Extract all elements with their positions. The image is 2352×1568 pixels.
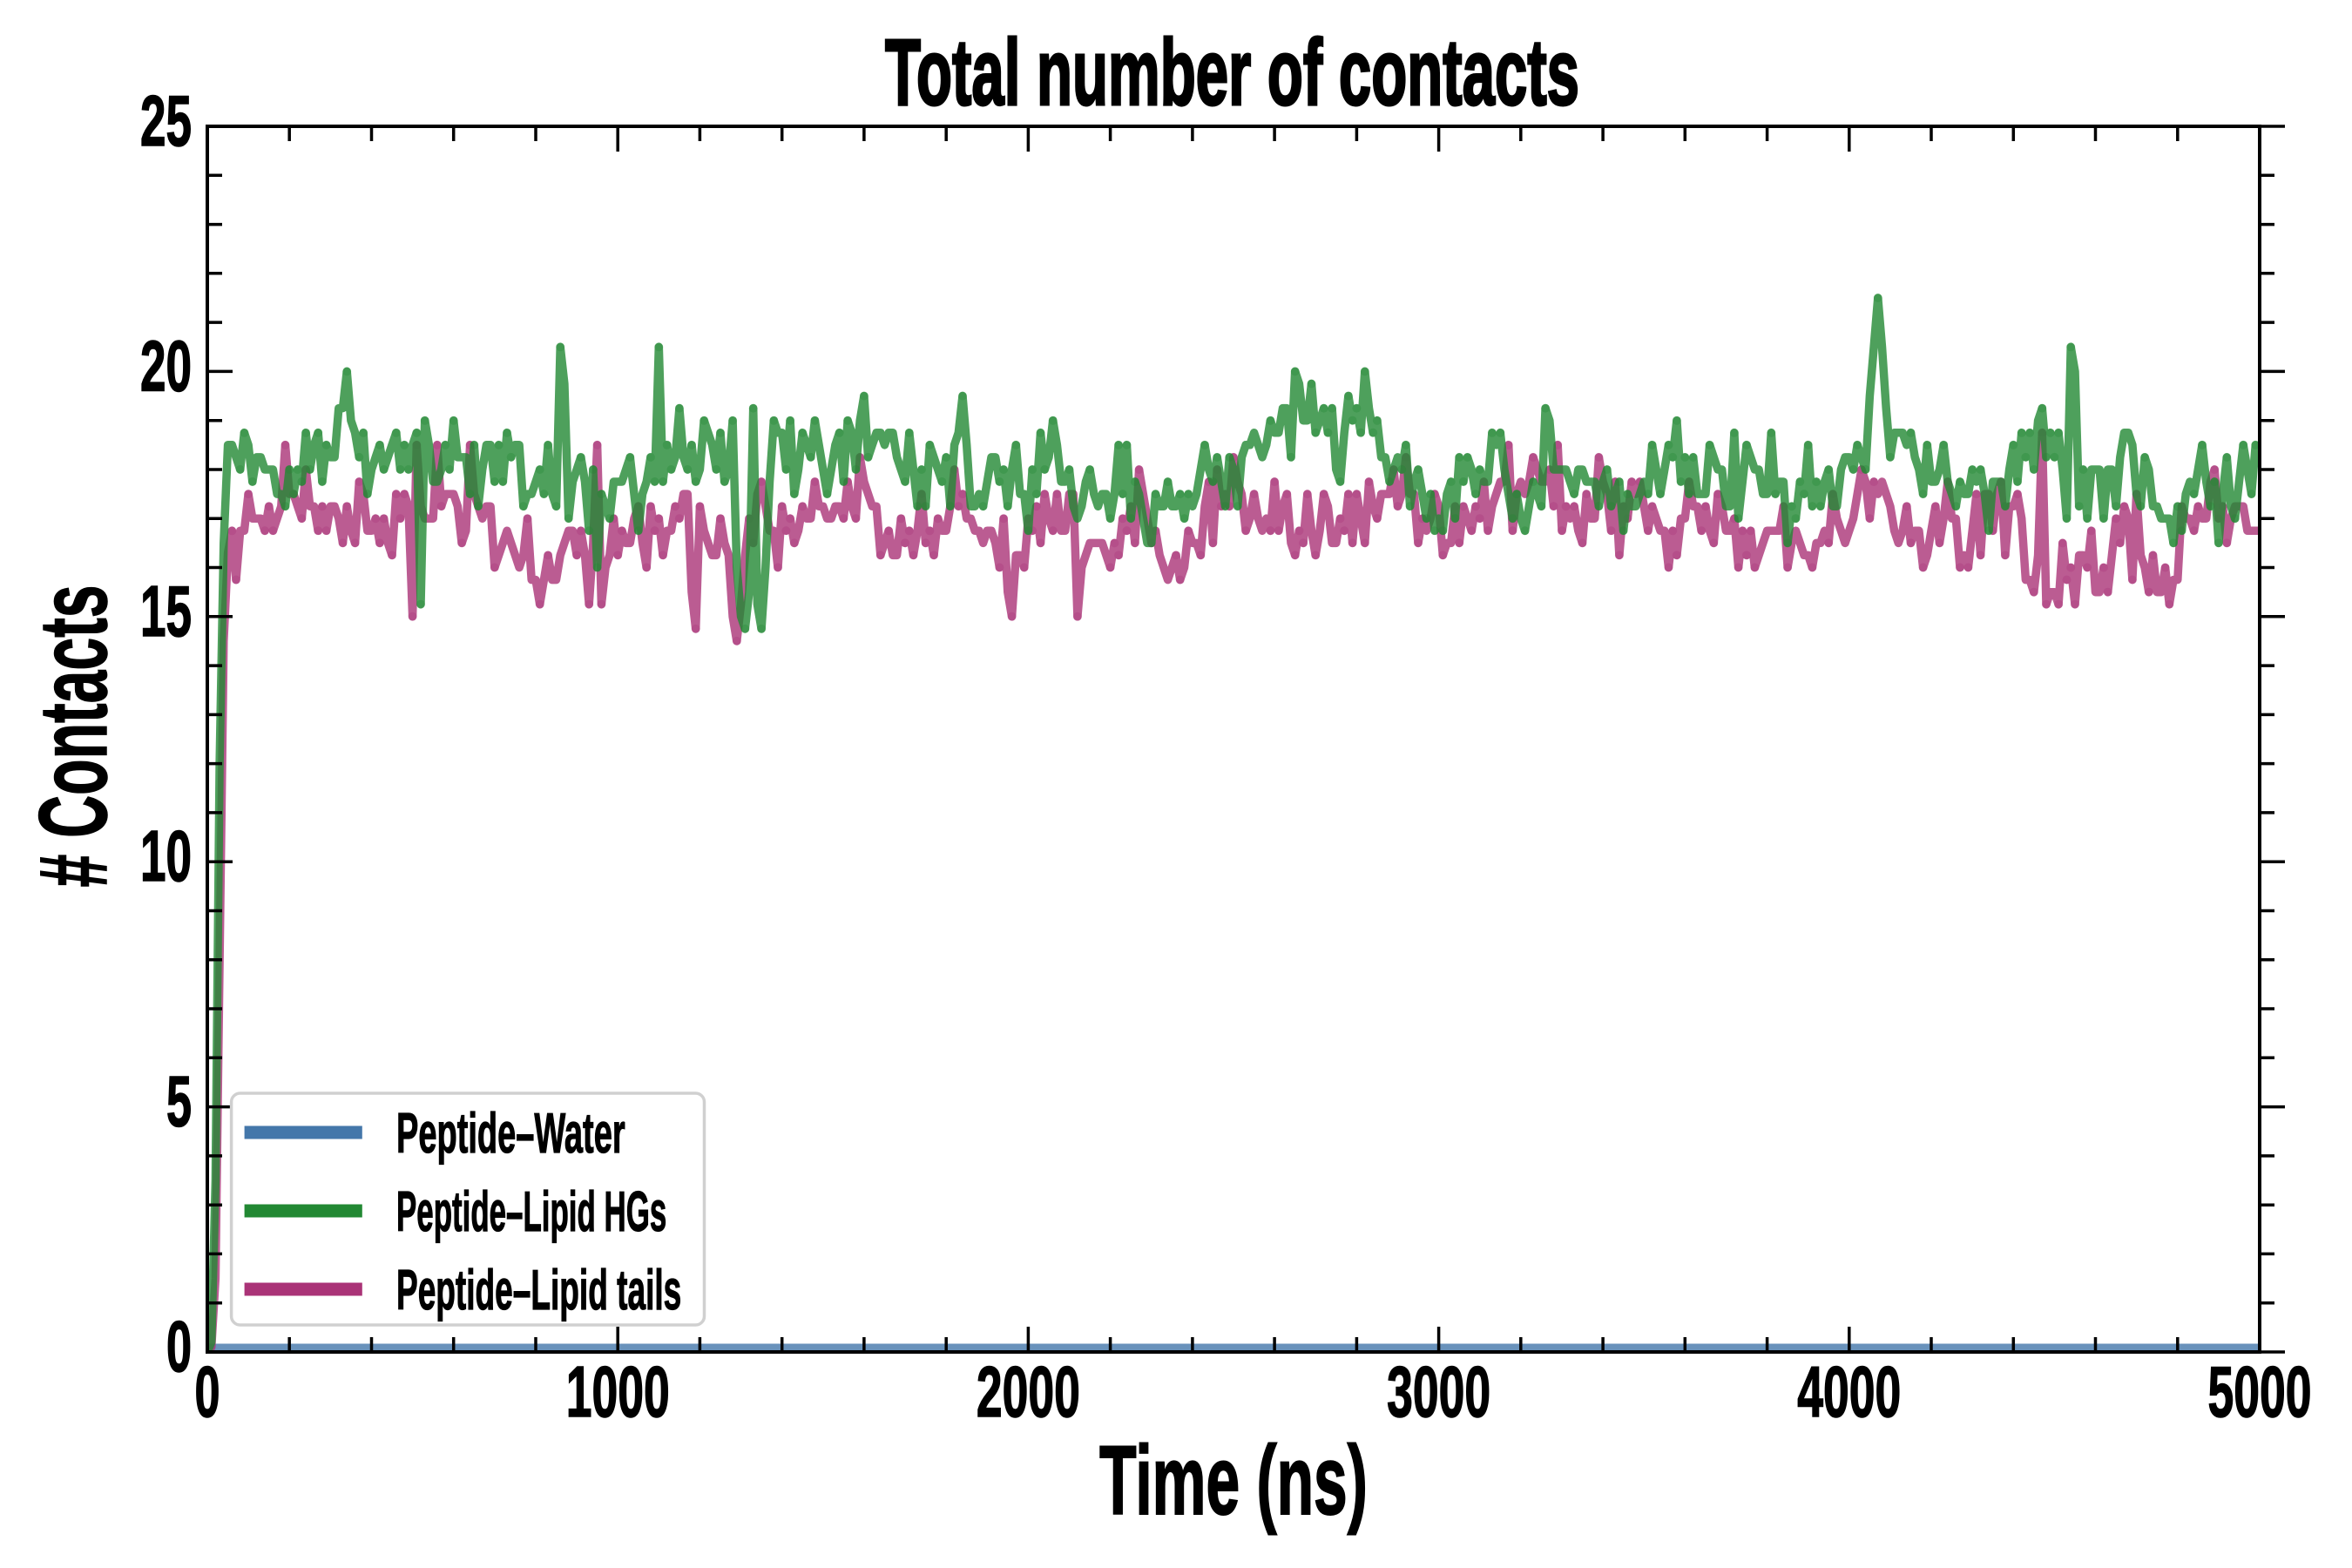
svg-text:5000: 5000 <box>2207 1351 2311 1432</box>
svg-text:Total number of contacts: Total number of contacts <box>885 21 1579 125</box>
svg-text:0: 0 <box>166 1306 192 1387</box>
svg-text:Peptide–Lipid tails: Peptide–Lipid tails <box>396 1259 681 1322</box>
svg-text:2000: 2000 <box>977 1351 1080 1432</box>
svg-text:Time (ns): Time (ns) <box>1099 1426 1368 1535</box>
svg-text:1000: 1000 <box>566 1351 670 1432</box>
svg-text:4000: 4000 <box>1797 1351 1901 1432</box>
svg-text:# Contacts: # Contacts <box>20 585 127 887</box>
svg-text:20: 20 <box>140 325 192 406</box>
svg-text:Peptide–Water: Peptide–Water <box>396 1103 625 1166</box>
svg-text:10: 10 <box>140 815 192 896</box>
svg-text:25: 25 <box>140 80 192 161</box>
svg-text:0: 0 <box>194 1351 220 1432</box>
svg-text:Peptide–Lipid HGs: Peptide–Lipid HGs <box>396 1181 666 1244</box>
svg-text:5: 5 <box>166 1060 192 1141</box>
svg-text:3000: 3000 <box>1387 1351 1490 1432</box>
svg-text:15: 15 <box>140 571 192 652</box>
